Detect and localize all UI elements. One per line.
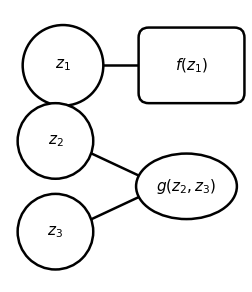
Circle shape bbox=[23, 25, 103, 106]
Circle shape bbox=[18, 103, 93, 179]
Text: $z_2$: $z_2$ bbox=[48, 133, 63, 149]
Text: $g(z_2,z_3)$: $g(z_2,z_3)$ bbox=[156, 177, 217, 196]
Circle shape bbox=[18, 194, 93, 270]
Text: $z_1$: $z_1$ bbox=[55, 58, 71, 73]
Text: $z_3$: $z_3$ bbox=[47, 224, 64, 239]
FancyBboxPatch shape bbox=[139, 27, 244, 103]
Text: $f(z_1)$: $f(z_1)$ bbox=[175, 56, 208, 74]
Ellipse shape bbox=[136, 154, 237, 219]
